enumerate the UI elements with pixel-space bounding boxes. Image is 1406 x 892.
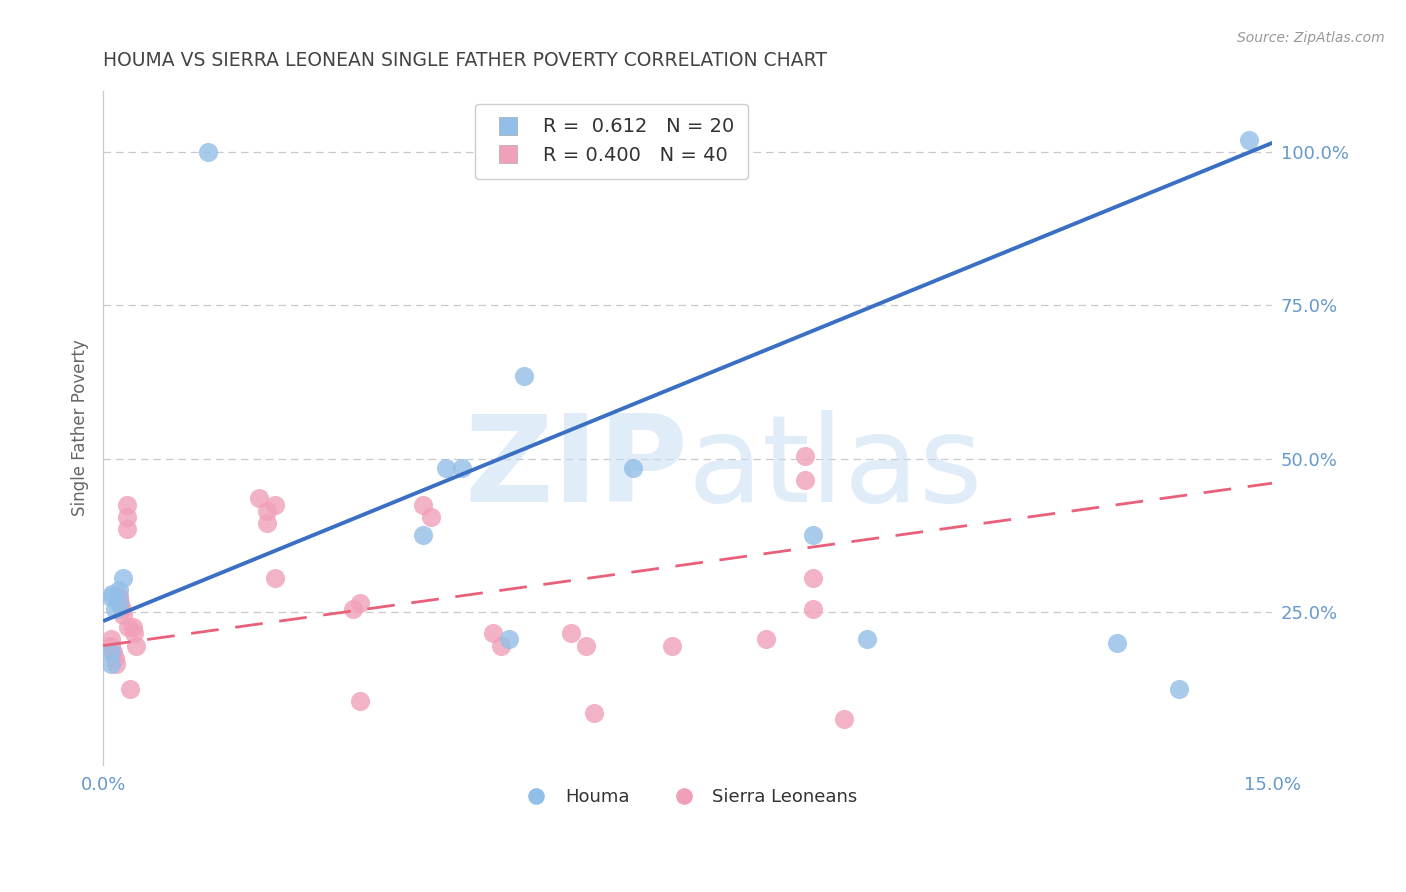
Point bbox=[103, 645, 125, 659]
Point bbox=[832, 712, 855, 726]
Point bbox=[1105, 635, 1128, 649]
Text: Source: ZipAtlas.com: Source: ZipAtlas.com bbox=[1237, 31, 1385, 45]
Point bbox=[583, 706, 606, 720]
Point bbox=[111, 602, 134, 616]
Point bbox=[117, 620, 139, 634]
Point bbox=[100, 645, 122, 659]
Point bbox=[112, 607, 135, 622]
Point bbox=[115, 498, 138, 512]
Point bbox=[197, 145, 219, 159]
Point bbox=[419, 509, 441, 524]
Point bbox=[118, 681, 141, 696]
Point bbox=[263, 571, 285, 585]
Point bbox=[349, 596, 371, 610]
Point bbox=[412, 528, 434, 542]
Point bbox=[450, 460, 472, 475]
Point bbox=[107, 590, 129, 604]
Point bbox=[105, 657, 128, 671]
Point bbox=[104, 651, 127, 665]
Point bbox=[124, 626, 146, 640]
Point bbox=[115, 509, 138, 524]
Text: ZIP: ZIP bbox=[464, 410, 688, 527]
Text: HOUMA VS SIERRA LEONEAN SINGLE FATHER POVERTY CORRELATION CHART: HOUMA VS SIERRA LEONEAN SINGLE FATHER PO… bbox=[103, 51, 827, 70]
Point bbox=[661, 639, 683, 653]
Point bbox=[1237, 133, 1260, 147]
Point bbox=[801, 602, 824, 616]
Point bbox=[107, 583, 129, 598]
Point bbox=[489, 639, 512, 653]
Legend: Houma, Sierra Leoneans: Houma, Sierra Leoneans bbox=[510, 781, 865, 814]
Point bbox=[575, 639, 598, 653]
Point bbox=[856, 632, 879, 647]
Point bbox=[107, 596, 129, 610]
Point bbox=[256, 516, 278, 530]
Point bbox=[513, 368, 536, 383]
Point bbox=[482, 626, 505, 640]
Point bbox=[100, 657, 122, 671]
Point bbox=[801, 571, 824, 585]
Point bbox=[110, 596, 132, 610]
Point bbox=[801, 528, 824, 542]
Point bbox=[100, 590, 122, 604]
Point bbox=[342, 602, 364, 616]
Point bbox=[115, 522, 138, 536]
Point bbox=[793, 449, 815, 463]
Point bbox=[560, 626, 582, 640]
Y-axis label: Single Father Poverty: Single Father Poverty bbox=[72, 340, 89, 516]
Point bbox=[793, 473, 815, 487]
Point bbox=[1168, 681, 1191, 696]
Point bbox=[263, 498, 285, 512]
Point bbox=[121, 620, 143, 634]
Point bbox=[256, 504, 278, 518]
Point bbox=[755, 632, 778, 647]
Text: atlas: atlas bbox=[688, 410, 983, 527]
Point bbox=[101, 586, 124, 600]
Point bbox=[498, 632, 520, 647]
Point bbox=[107, 590, 129, 604]
Point bbox=[104, 602, 127, 616]
Point bbox=[412, 498, 434, 512]
Point bbox=[111, 571, 134, 585]
Point bbox=[100, 632, 122, 647]
Point bbox=[434, 460, 457, 475]
Point bbox=[247, 491, 270, 506]
Point bbox=[125, 639, 148, 653]
Point bbox=[349, 694, 371, 708]
Point bbox=[621, 460, 644, 475]
Point bbox=[100, 639, 122, 653]
